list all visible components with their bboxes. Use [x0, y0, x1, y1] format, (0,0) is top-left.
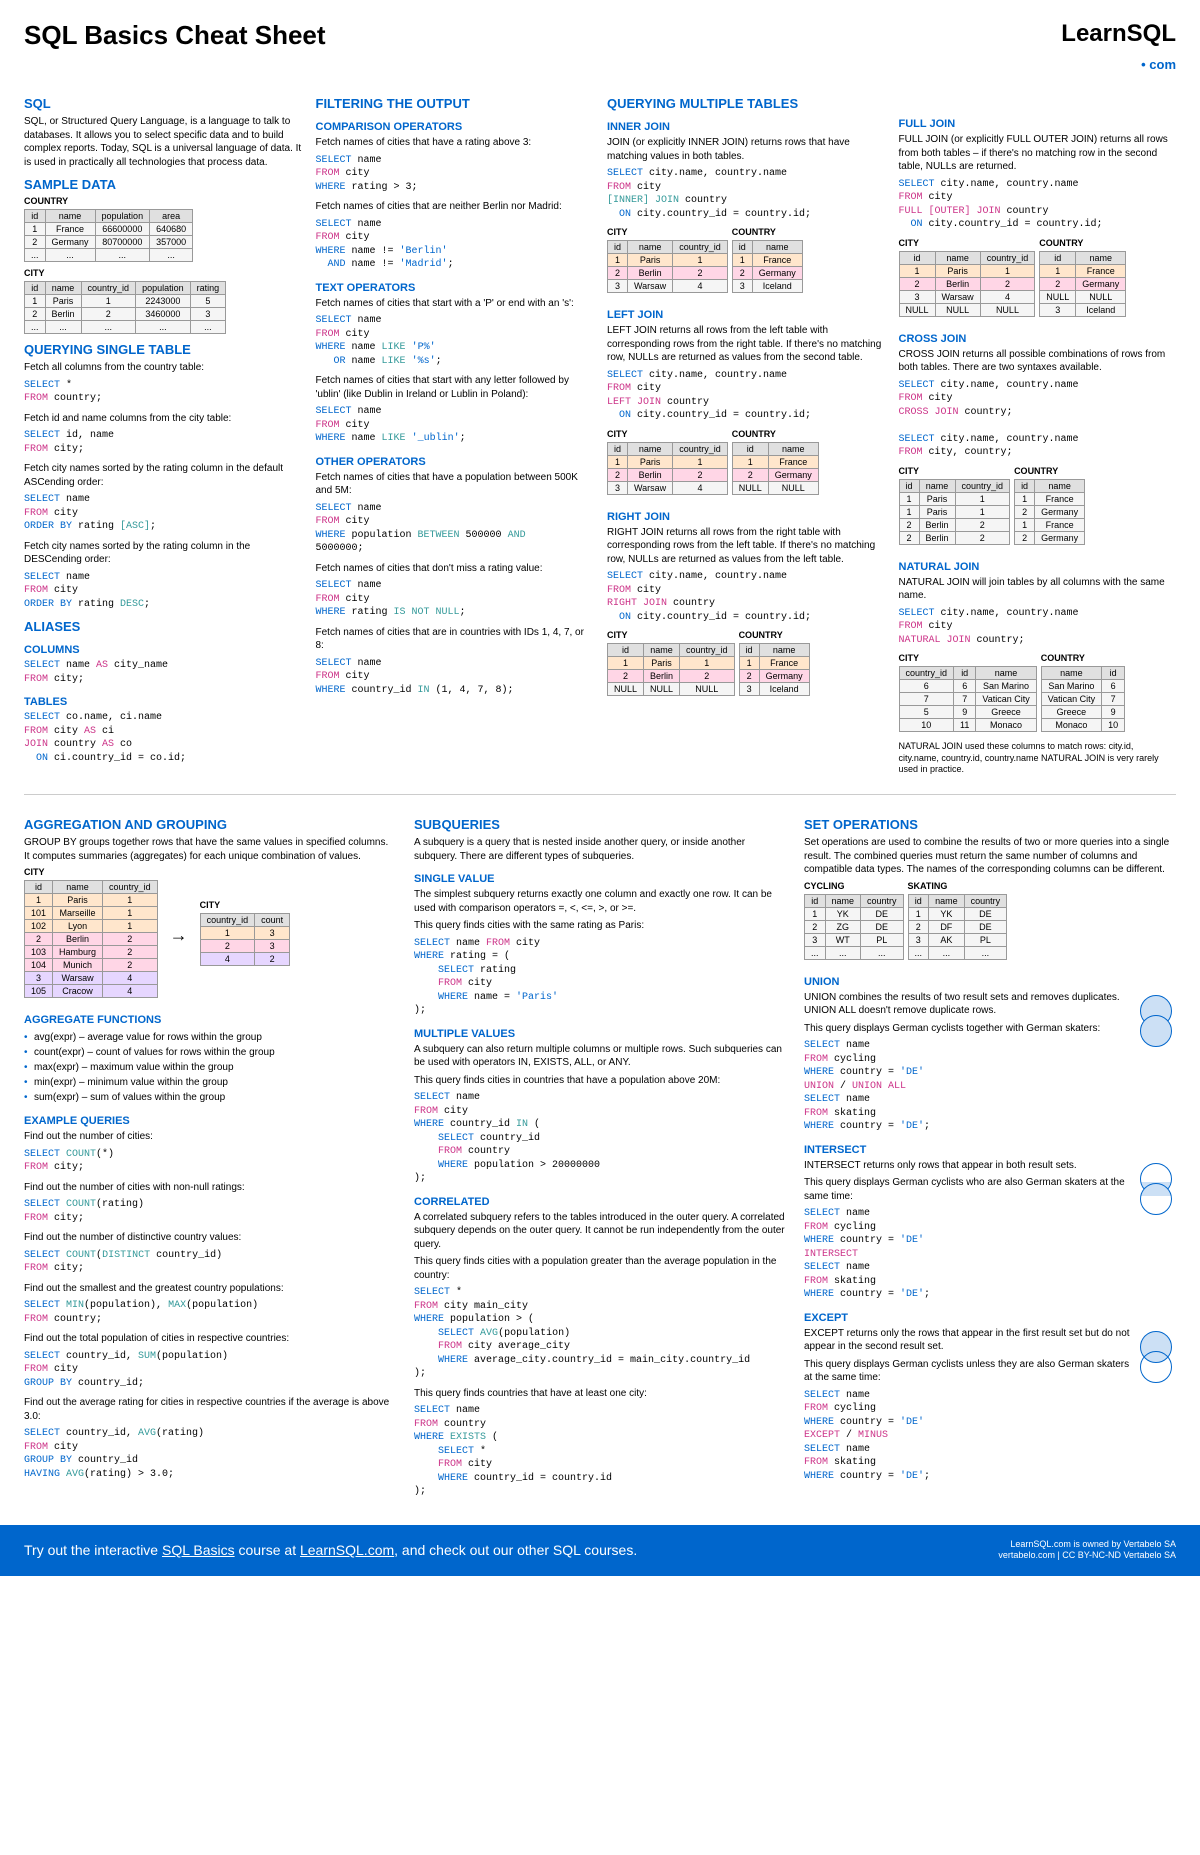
- intersect-venn-icon: [1136, 1163, 1176, 1223]
- col-2: FILTERING THE OUTPUT COMPARISON OPERATOR…: [316, 88, 594, 780]
- logo: LearnSQL • com: [1061, 20, 1176, 76]
- p2-col-1: AGGREGATION AND GROUPING GROUP BY groups…: [24, 809, 396, 1505]
- sql-heading: SQL: [24, 96, 302, 111]
- qst-heading: QUERYING SINGLE TABLE: [24, 342, 302, 357]
- footer-link-site[interactable]: LearnSQL.com: [300, 1542, 394, 1558]
- col-3: QUERYING MULTIPLE TABLES INNER JOIN JOIN…: [607, 88, 885, 780]
- col-1: SQL SQL, or Structured Query Language, i…: [24, 88, 302, 780]
- city-label: CITY: [24, 268, 302, 278]
- except-venn-icon: [1136, 1331, 1176, 1391]
- page-1: SQL Basics Cheat Sheet LearnSQL • com SQ…: [0, 0, 1200, 1525]
- sample-data-heading: SAMPLE DATA: [24, 177, 302, 192]
- header: SQL Basics Cheat Sheet LearnSQL • com: [24, 20, 1176, 76]
- top-columns: SQL SQL, or Structured Query Language, i…: [24, 88, 1176, 780]
- aliases-heading: ALIASES: [24, 619, 302, 634]
- aggregate-fn-list: avg(expr) – average value for rows withi…: [24, 1030, 396, 1105]
- page-title: SQL Basics Cheat Sheet: [24, 20, 326, 51]
- sql-desc: SQL, or Structured Query Language, is a …: [24, 115, 302, 169]
- footer-credits: LearnSQL.com is owned by Vertabelo SA ve…: [998, 1539, 1176, 1562]
- union-venn-icon: [1136, 995, 1176, 1055]
- footer-link-course[interactable]: SQL Basics: [162, 1542, 235, 1558]
- footer: Try out the interactive SQL Basics cours…: [0, 1525, 1200, 1576]
- page-2: AGGREGATION AND GROUPING GROUP BY groups…: [24, 794, 1176, 1505]
- p2-col-2: SUBQUERIES A subquery is a query that is…: [414, 809, 786, 1505]
- city-table: idnamecountry_idpopulationrating1Paris12…: [24, 281, 226, 334]
- code-select-star: SELECT * FROM country;: [24, 379, 302, 406]
- footer-text: Try out the interactive SQL Basics cours…: [24, 1542, 637, 1558]
- country-table: idnamepopulationarea1France6660000064068…: [24, 209, 193, 262]
- p2-col-3: SET OPERATIONS Set operations are used t…: [804, 809, 1176, 1505]
- col-4: FULL JOIN FULL JOIN (or explicitly FULL …: [899, 88, 1177, 780]
- country-label: COUNTRY: [24, 196, 302, 206]
- arrow-icon: →: [162, 925, 196, 946]
